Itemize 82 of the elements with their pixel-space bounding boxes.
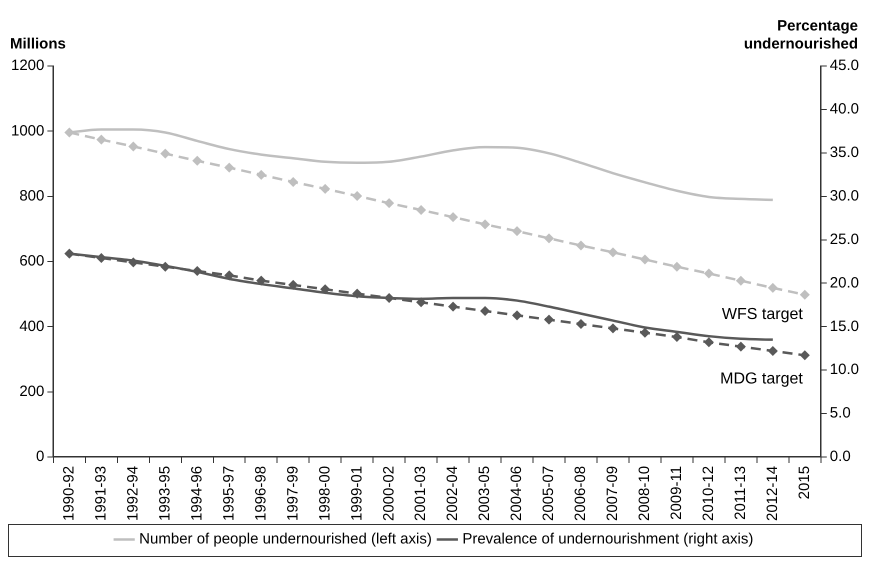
- point: [224, 162, 234, 173]
- x-tick-label: 1995-97: [220, 466, 238, 522]
- y2-axis-title: Percentage undernourished: [744, 18, 858, 53]
- x-tick-label: 2003-05: [476, 466, 494, 522]
- legend-label: Prevalence of undernourishment (right axis): [462, 530, 754, 548]
- y-tick-label: 1200: [10, 57, 44, 74]
- point: [768, 282, 778, 293]
- point: [800, 350, 810, 360]
- x-tick-label: 2000-02: [380, 466, 398, 522]
- x-tick-label: 2004-06: [508, 466, 526, 522]
- y-tick-label: 200: [19, 382, 44, 400]
- x-tick-label: 2010-12: [700, 466, 718, 522]
- x-tick-label: 2007-09: [604, 466, 622, 522]
- y2-tick-label: 40.0: [830, 100, 860, 118]
- point: [608, 247, 618, 258]
- y2-tick-label: 15.0: [830, 318, 860, 335]
- point: [320, 184, 330, 194]
- point: [288, 176, 298, 187]
- point: [576, 319, 586, 330]
- x-tick-label: 1999-01: [348, 466, 366, 522]
- point: [352, 190, 362, 201]
- x-tick-label: 1994-96: [188, 466, 206, 522]
- point: [256, 170, 266, 180]
- x-tick-label: 2011-13: [732, 466, 750, 520]
- y-tick-label: 800: [19, 187, 44, 204]
- point: [640, 254, 650, 265]
- point: [544, 314, 554, 325]
- x-tick-label: 2001-03: [412, 466, 430, 522]
- x-tick-label: 1996-98: [252, 466, 270, 522]
- y-tick-label: 400: [19, 318, 44, 335]
- point: [160, 148, 170, 159]
- point: [512, 226, 522, 236]
- y-tick-label: 0: [36, 448, 44, 466]
- x-tick-label: 2005-07: [540, 466, 558, 522]
- point: [736, 276, 746, 286]
- y2-tick-label: 45.0: [830, 57, 860, 74]
- point: [416, 205, 426, 215]
- point: [672, 332, 682, 342]
- point: [800, 290, 810, 300]
- x-tick-label: 2012-14: [764, 466, 781, 522]
- point: [768, 346, 778, 356]
- y2-tick-label: 30.0: [830, 187, 860, 204]
- y2-tick-label: 5.0: [830, 404, 851, 422]
- point: [512, 310, 522, 320]
- point: [704, 337, 714, 348]
- point: [480, 306, 490, 316]
- point: [448, 212, 458, 222]
- point: [736, 342, 746, 352]
- x-tick-label: 1990-92: [60, 466, 78, 522]
- x-tick-label: 2009-11: [668, 466, 686, 520]
- y-tick-label: 1000: [10, 122, 44, 140]
- x-tick-label: 2015: [796, 466, 813, 500]
- y2-tick-label: 20.0: [830, 274, 860, 292]
- point: [704, 268, 714, 279]
- point: [448, 302, 458, 312]
- y2-tick-label: 35.0: [830, 144, 860, 162]
- point: [128, 141, 138, 152]
- annotation: MDG target: [720, 370, 804, 388]
- y-tick-label: 600: [19, 252, 44, 270]
- point: [384, 198, 394, 208]
- point: [192, 156, 202, 166]
- x-tick-label: 2008-10: [636, 466, 654, 522]
- x-tick-label: 1998-00: [316, 466, 334, 522]
- point: [480, 219, 490, 230]
- x-tick-label: 2002-04: [444, 466, 462, 522]
- y2-tick-label: 25.0: [830, 230, 860, 248]
- point: [640, 328, 650, 338]
- y2-tick-label: 0.0: [830, 448, 851, 466]
- point: [608, 323, 618, 334]
- x-tick-label: 2006-08: [572, 466, 590, 522]
- x-tick-label: 1993-95: [156, 466, 174, 522]
- x-tick-label: 1991-93: [92, 466, 110, 522]
- point: [544, 233, 554, 244]
- point: [672, 262, 682, 272]
- annotation: WFS target: [722, 306, 804, 324]
- point: [576, 240, 586, 251]
- point: [96, 134, 106, 145]
- y-axis-title: Millions: [10, 36, 66, 53]
- x-tick-label: 1997-99: [284, 466, 302, 522]
- y2-tick-label: 10.0: [830, 361, 860, 378]
- x-tick-label: 1992-94: [124, 466, 142, 522]
- legend-label: Number of people undernourished (left axis): [139, 530, 432, 548]
